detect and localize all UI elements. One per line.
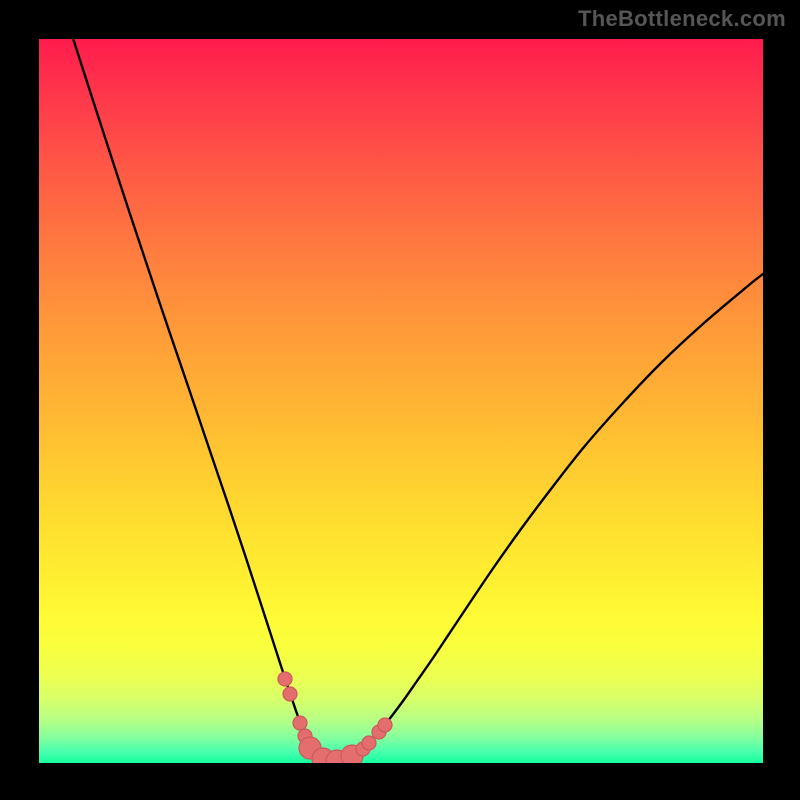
curve-layer	[39, 39, 763, 763]
marker-dot	[293, 716, 307, 730]
watermark-text: TheBottleneck.com	[578, 6, 786, 32]
marker-dot	[283, 687, 297, 701]
canvas-root: TheBottleneck.com	[0, 0, 800, 800]
marker-dot	[378, 718, 392, 732]
marker-dot	[362, 736, 376, 750]
main-curve	[70, 39, 763, 761]
marker-group	[278, 672, 392, 763]
plot-area	[39, 39, 763, 763]
marker-dot	[278, 672, 292, 686]
